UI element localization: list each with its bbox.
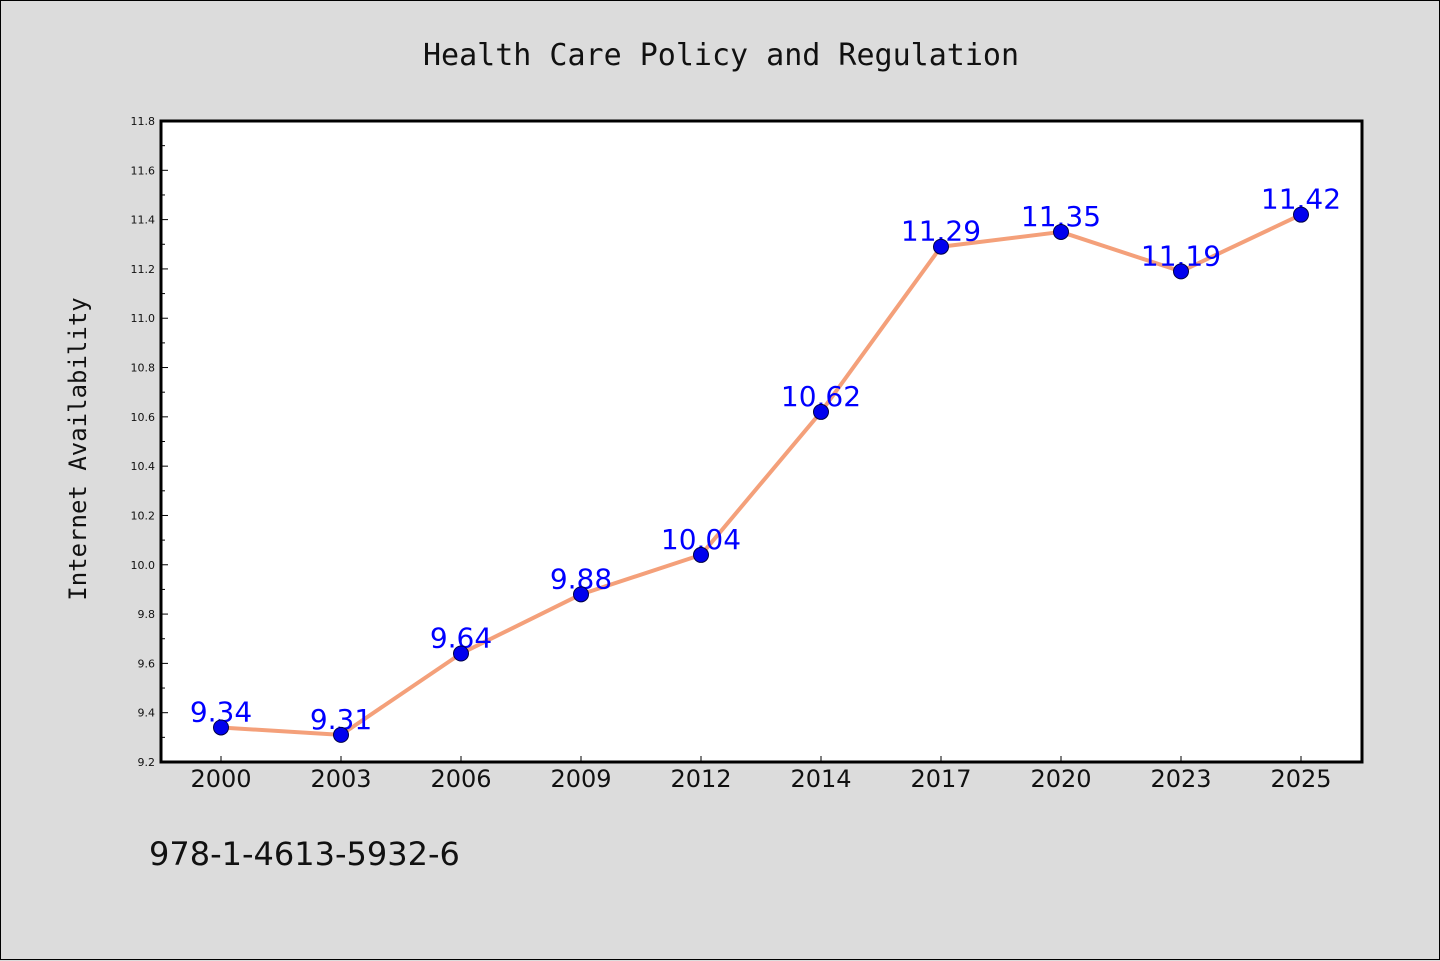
y-tick-label: 11.8 [131,115,156,128]
y-tick-label: 9.4 [138,707,156,720]
x-tick-label: 2009 [550,765,611,793]
y-axis-label: Internet Availability [64,297,92,600]
x-tick-label: 2020 [1030,765,1091,793]
data-point-marker [333,726,349,743]
x-tick-label: 2006 [430,765,491,793]
y-tick-label: 10.0 [131,559,156,572]
x-tick-label: 2003 [310,765,371,793]
x-tick-label: 2023 [1150,765,1211,793]
data-point-marker [813,403,829,420]
x-tick-label: 2014 [790,765,851,793]
y-tick-label: 9.2 [138,756,156,769]
data-point-marker [1053,223,1069,240]
y-tick-label: 10.8 [131,362,156,375]
y-tick-label: 10.2 [131,509,156,522]
y-tick-label: 9.8 [138,608,156,621]
isbn-text: 978-1-4613-5932-6 [149,835,460,873]
data-point-marker [1173,263,1189,280]
x-tick-label: 2025 [1270,765,1331,793]
chart-title: Health Care Policy and Regulation [423,38,1019,73]
x-tick-label: 2012 [670,765,731,793]
data-point-marker [573,586,589,603]
y-tick-label: 11.4 [131,214,156,227]
y-tick-label: 10.6 [131,411,156,424]
series-line [219,212,1303,737]
plot-frame [159,119,1364,764]
y-tick-label: 11.2 [131,263,156,276]
x-tick-label: 2017 [910,765,971,793]
y-tick-label: 10.4 [131,460,156,473]
plot-area: 9.2 9.4 9.6 9.8 10.0 10.2 10.4 10.6 10.8 11.0 11.2… [131,115,1364,793]
x-tick-label: 2000 [190,765,251,793]
data-point-marker [1293,206,1309,223]
y-tick-label: 9.6 [138,657,156,670]
data-point-marker [213,719,229,736]
y-tick-label: 11.6 [131,164,156,177]
data-point-marker [693,546,709,563]
y-tick-label: 11.0 [131,312,156,325]
data-point-marker [933,238,949,255]
data-point-marker [453,645,469,662]
